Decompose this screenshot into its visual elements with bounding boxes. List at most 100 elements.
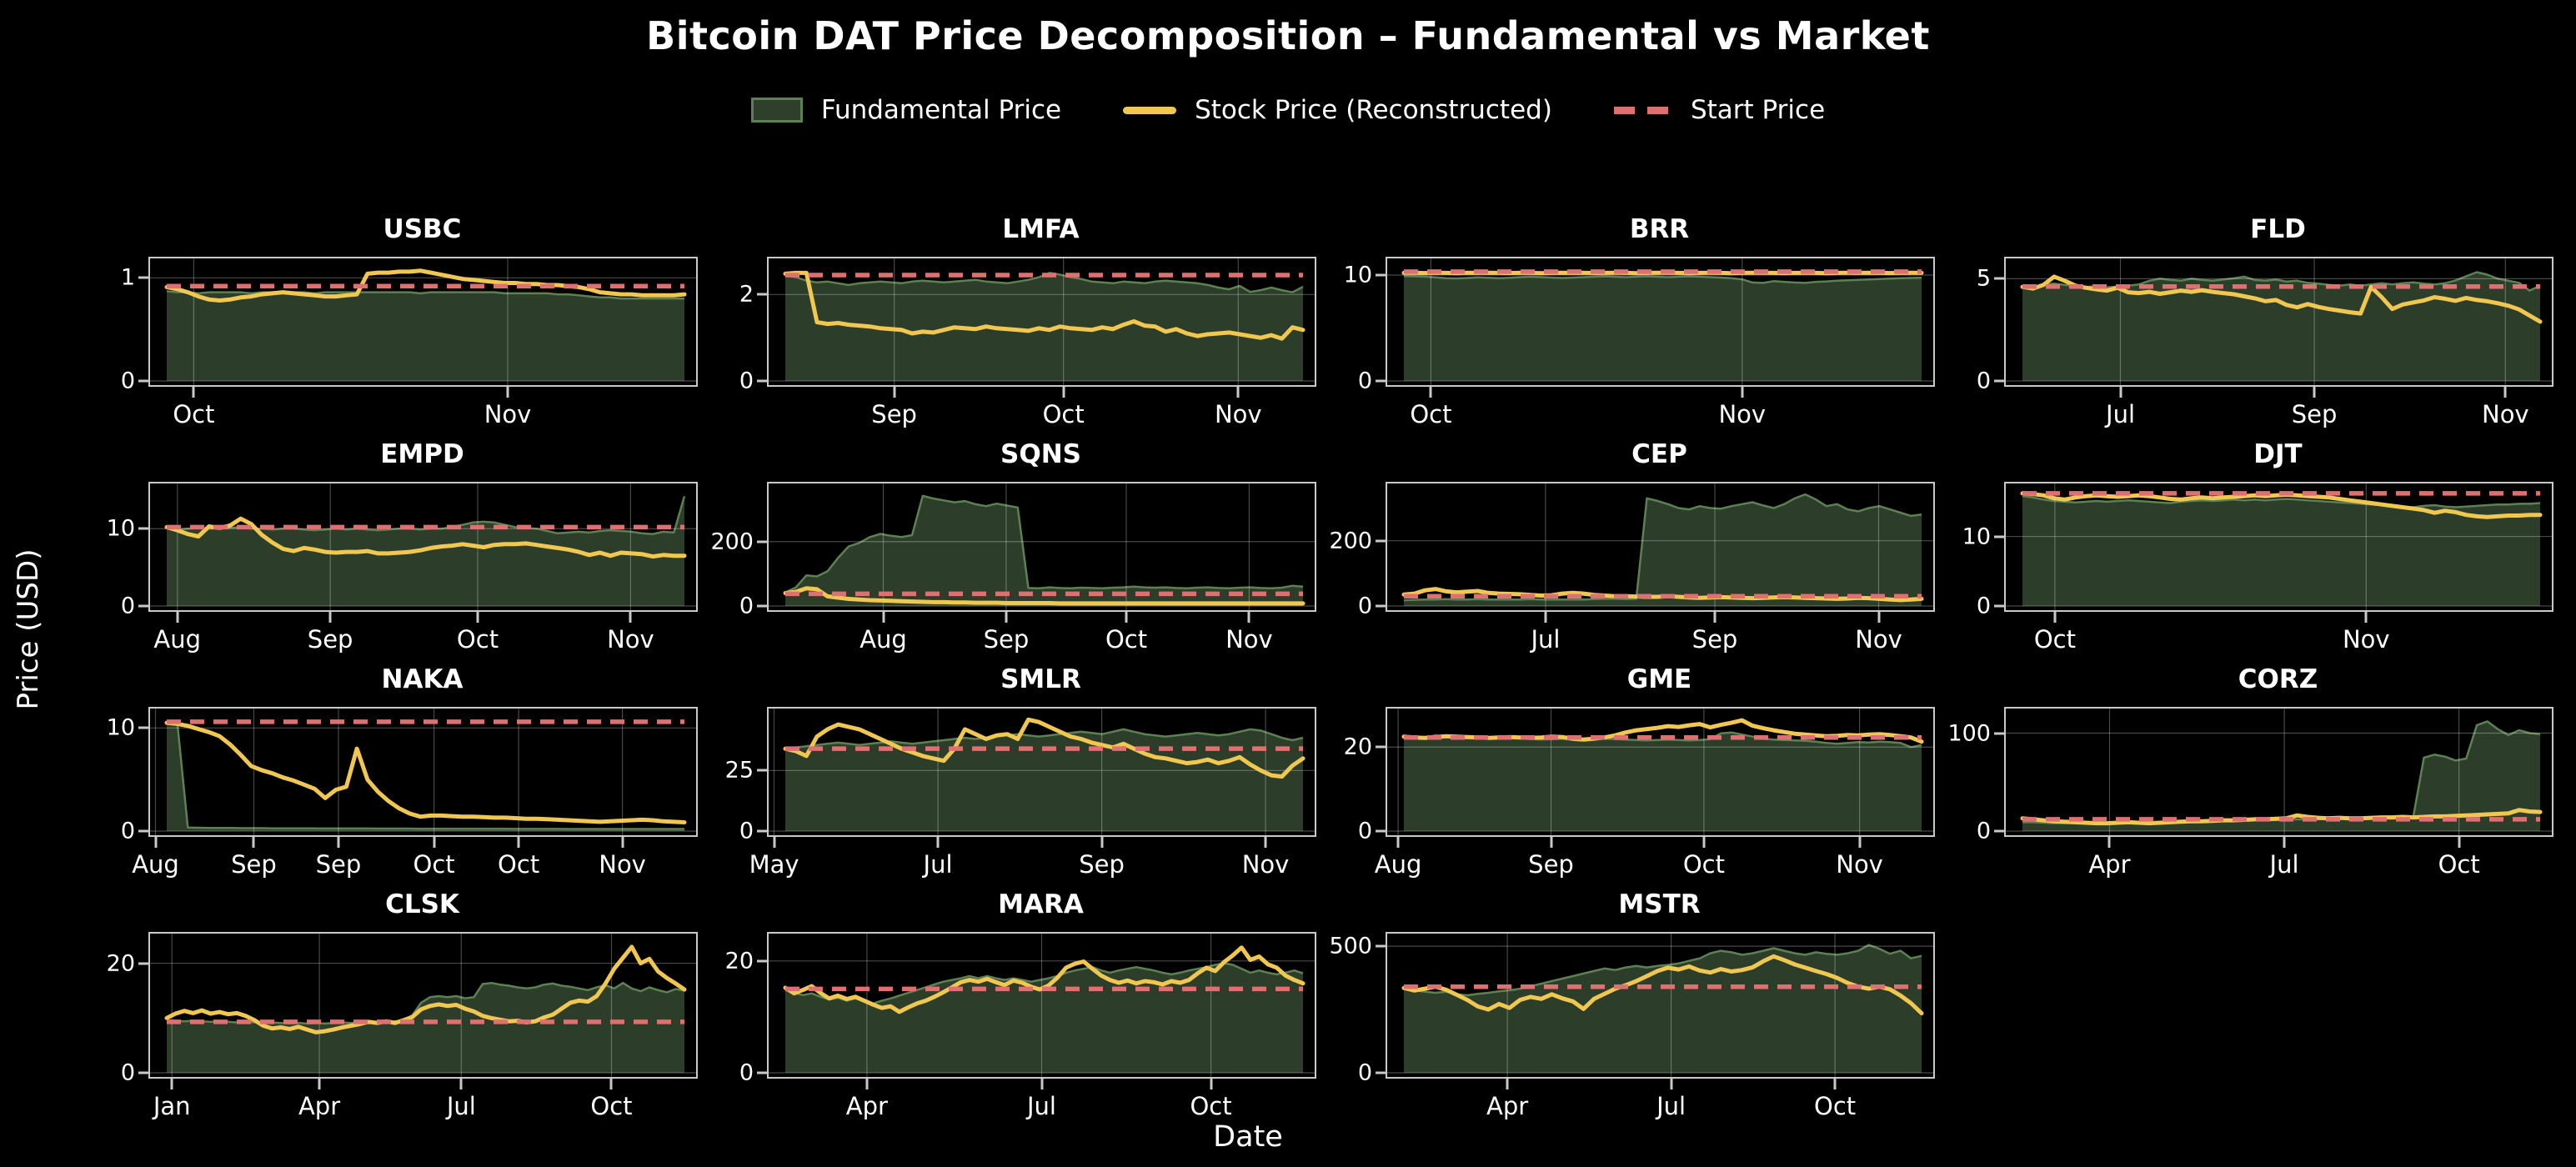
- x-tick-label: Oct: [1105, 625, 1148, 654]
- plot-area: 0 20 Apr Jul Oct: [725, 932, 1316, 1120]
- stock-price-line: [1401, 954, 1924, 1016]
- chart-svg: [769, 258, 1315, 385]
- plot-area: 0 5 Jul Sep Nov: [1977, 257, 2553, 428]
- x-tick-label: Nov: [2342, 625, 2390, 654]
- x-tick-label: Apr: [1486, 1092, 1529, 1120]
- subplot-title: EMPD: [380, 439, 464, 469]
- x-tick-mark: [328, 612, 332, 623]
- subplot-title: DJT: [2253, 439, 2303, 469]
- y-tick-label: 5: [1976, 265, 1991, 292]
- legend-label: Fundamental Price: [820, 95, 1062, 125]
- chart-svg: [2006, 483, 2552, 610]
- x-tick-mark: [517, 837, 520, 848]
- subplot-title: FLD: [2250, 214, 2306, 244]
- y-tick-label: 0: [1976, 368, 1991, 394]
- fundamental-area: [1404, 494, 1922, 606]
- x-tick-mark: [476, 612, 479, 623]
- x-tick-mark: [629, 612, 632, 623]
- x-tick-label: Sep: [983, 625, 1030, 654]
- x-tick-mark: [252, 837, 255, 848]
- subplot-title: CEP: [1631, 439, 1687, 469]
- y-tick-mark: [1376, 1071, 1386, 1074]
- x-tick-mark: [1741, 387, 1744, 398]
- x-tick-mark: [1670, 1079, 1673, 1089]
- y-tick-label: 0: [739, 368, 754, 394]
- x-tick-label: Sep: [2291, 400, 2338, 428]
- x-tick-mark: [2458, 837, 2461, 848]
- y-tick-label: 0: [739, 593, 754, 619]
- x-tick-mark: [1125, 612, 1128, 623]
- x-tick-label: Sep: [1691, 625, 1738, 654]
- y-tick-mark: [1994, 829, 2004, 833]
- y-tick-label: 10: [1343, 262, 1372, 288]
- x-tick-label: Sep: [231, 850, 277, 879]
- y-tick-mark: [1994, 277, 2004, 280]
- fundamental-area: [2022, 721, 2540, 831]
- subplot-title: CLSK: [385, 889, 459, 919]
- y-tick-label: 10: [106, 714, 135, 741]
- x-tick-label: Oct: [1814, 1092, 1857, 1120]
- subplot-grid: USBC 0 1 Oct Nov LMFA 0 2 Sep Oct Nov BRR 0 10 Oct Nov F…: [107, 210, 2553, 1135]
- x-tick-label: Nov: [1855, 625, 1902, 654]
- chart-svg: [1387, 483, 1933, 610]
- x-tick-mark: [1062, 387, 1065, 398]
- y-tick-mark: [1376, 539, 1386, 543]
- y-tick-label: 0: [120, 818, 135, 844]
- legend-item-fundamental: Fundamental Price: [750, 95, 1062, 125]
- subplot-fld: FLD 0 5 Jul Sep Nov: [1977, 210, 2553, 435]
- fundamental-area: [1404, 732, 1922, 831]
- legend-item-stock: Stock Price (Reconstructed): [1123, 95, 1552, 125]
- x-tick-mark: [192, 387, 195, 398]
- x-tick-mark: [2364, 612, 2368, 623]
- plot-area: 0 100 Apr Jul Oct: [1947, 707, 2553, 879]
- y-tick-label: 0: [1357, 818, 1372, 844]
- y-tick-mark: [1376, 829, 1386, 833]
- x-tick-label: Aug: [860, 625, 907, 654]
- y-tick-mark: [757, 379, 767, 383]
- chart-svg: [150, 483, 696, 610]
- y-tick-mark: [757, 1071, 767, 1074]
- x-tick-label: Oct: [2033, 625, 2077, 654]
- y-tick-label: 10: [106, 515, 135, 542]
- x-tick-mark: [1236, 387, 1240, 398]
- x-tick-label: Jul: [1531, 625, 1561, 654]
- x-tick-mark: [337, 837, 340, 848]
- x-tick-label: Sep: [1079, 850, 1125, 879]
- y-tick-label: 25: [724, 757, 754, 784]
- chart-svg: [1387, 709, 1933, 835]
- subplot-title: BRR: [1629, 214, 1690, 244]
- x-tick-mark: [882, 612, 885, 623]
- x-tick-mark: [865, 1079, 869, 1089]
- x-tick-label: Sep: [1528, 850, 1574, 879]
- x-tick-mark: [1429, 387, 1432, 398]
- x-axis-label: Date: [1213, 1120, 1283, 1154]
- y-tick-mark: [1376, 273, 1386, 277]
- y-tick-label: 0: [120, 593, 135, 619]
- y-tick-label: 0: [739, 1059, 754, 1086]
- x-tick-mark: [1877, 612, 1880, 623]
- fundamental-area: [785, 273, 1303, 381]
- chart-svg: [1387, 934, 1933, 1077]
- subplot-clsk: CLSK 0 20 Jan Apr Jul Oct: [107, 885, 698, 1135]
- stock-price-line: [783, 270, 1306, 341]
- plot-area: 0 200 Aug Sep Oct Nov: [710, 482, 1316, 654]
- x-tick-label: Jul: [923, 850, 953, 879]
- y-tick-label: 0: [1357, 593, 1372, 619]
- x-tick-label: Oct: [2438, 850, 2480, 879]
- x-tick-label: Jul: [446, 1092, 476, 1120]
- plot-area: 0 10 Aug Sep Sep Oct Oct Nov: [107, 707, 698, 879]
- stock-price-line: [783, 717, 1306, 779]
- y-tick-mark: [138, 527, 148, 530]
- x-tick-mark: [1833, 1079, 1837, 1089]
- y-tick-mark: [1376, 944, 1386, 948]
- legend-item-start: Start Price: [1613, 95, 1825, 125]
- y-tick-label: 200: [1329, 528, 1372, 554]
- y-tick-mark: [1994, 604, 2004, 608]
- x-tick-label: Sep: [871, 400, 917, 428]
- x-tick-label: Sep: [307, 625, 353, 654]
- x-tick-label: Aug: [153, 625, 202, 654]
- y-tick-mark: [138, 726, 148, 729]
- subplot-title: SMLR: [1000, 664, 1081, 694]
- fundamental-area: [167, 983, 684, 1073]
- x-tick-mark: [893, 387, 896, 398]
